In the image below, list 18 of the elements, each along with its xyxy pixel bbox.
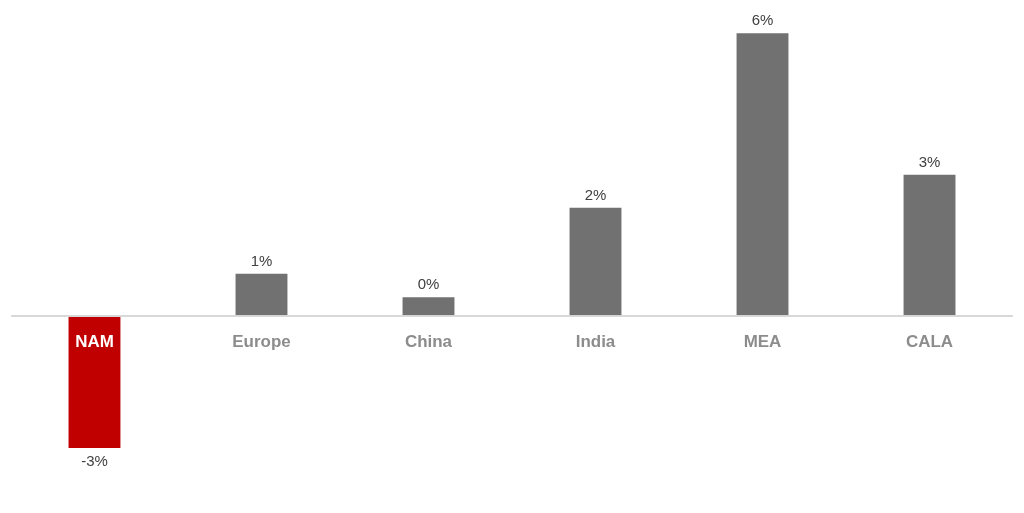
data-label: 6% <box>751 11 774 29</box>
data-label: 2% <box>584 185 607 203</box>
bar <box>903 174 956 317</box>
data-label: -3% <box>81 452 108 470</box>
bar <box>235 273 288 317</box>
x-tick-label: Europe <box>232 331 291 351</box>
x-tick-label: India <box>575 331 616 351</box>
bar <box>68 316 121 449</box>
x-tick-label: China <box>404 331 453 351</box>
data-label: 3% <box>918 152 941 170</box>
x-tick-label: MEA <box>743 331 782 351</box>
bar <box>402 297 455 317</box>
x-tick-label: NAM <box>75 331 114 351</box>
bar <box>736 33 789 317</box>
bar <box>569 207 622 317</box>
x-tick-label: CALA <box>905 331 954 351</box>
data-label: 0% <box>417 275 440 293</box>
data-label: 1% <box>250 251 273 269</box>
